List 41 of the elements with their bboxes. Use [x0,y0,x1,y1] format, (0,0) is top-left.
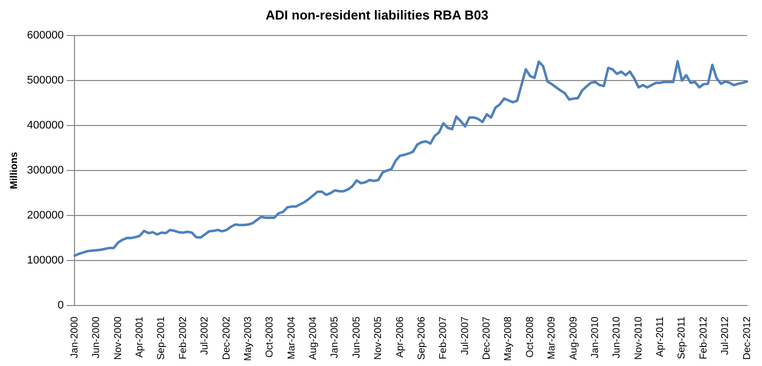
x-tick-label: Aug-2009 [568,316,580,360]
y-tick-label: 400000 [26,120,64,132]
x-tick-label: Nov-2010 [633,316,644,360]
x-tick-label: Aug-2004 [308,316,320,360]
x-tick-label: Apr-2006 [394,316,406,358]
x-tick-label: Jan-2000 [69,316,80,358]
x-tick-label: Apr-2001 [134,316,146,358]
x-tick-label: May-2008 [503,316,514,361]
x-tick-label: Jan-2010 [590,316,601,358]
x-tick-label: Sep-2011 [676,316,688,360]
x-tick-label: Sep-2006 [416,316,428,360]
x-tick-label: May-2003 [242,316,254,361]
x-tick-label: Jan-2005 [330,316,341,358]
y-tick-label: 300000 [26,164,64,177]
x-tick-label: Jul-2012 [720,316,732,355]
y-tick-label: 200000 [26,210,64,222]
x-tick-label: Dec-2007 [482,316,493,360]
x-tick-label: Dec-2002 [221,316,232,360]
x-tick-label: Feb-2002 [178,316,189,360]
x-tick-label: Mar-2004 [286,316,298,360]
y-axis-title: Millions [8,152,20,190]
x-tick-label: Jun-2005 [351,316,362,358]
y-tick-label: 100000 [26,254,64,267]
x-tick-label: Oct-2008 [524,316,536,358]
x-tick-label: Dec-2012 [742,316,753,360]
chart-title: ADI non-resident liabilities RBA B03 [266,7,488,22]
x-tick-label: Mar-2009 [546,316,558,360]
x-tick-label: Jun-2010 [612,316,623,358]
x-tick-label: Nov-2005 [373,316,384,360]
y-tick-label: 600000 [26,30,64,42]
x-tick-label: Jun-2000 [91,316,102,358]
y-tick-label: 0 [58,300,64,312]
x-tick-label: Feb-2012 [698,316,710,360]
x-tick-label: Nov-2000 [112,316,124,360]
x-tick-label: Oct-2003 [264,316,276,358]
x-tick-label: Jul-2007 [460,316,471,355]
x-tick-label: Apr-2011 [655,316,666,357]
x-tick-label: Sep-2001 [156,316,168,360]
x-tick-label: Jul-2002 [200,316,211,355]
x-tick-label: Feb-2007 [438,316,450,360]
y-tick-label: 500000 [26,74,64,87]
